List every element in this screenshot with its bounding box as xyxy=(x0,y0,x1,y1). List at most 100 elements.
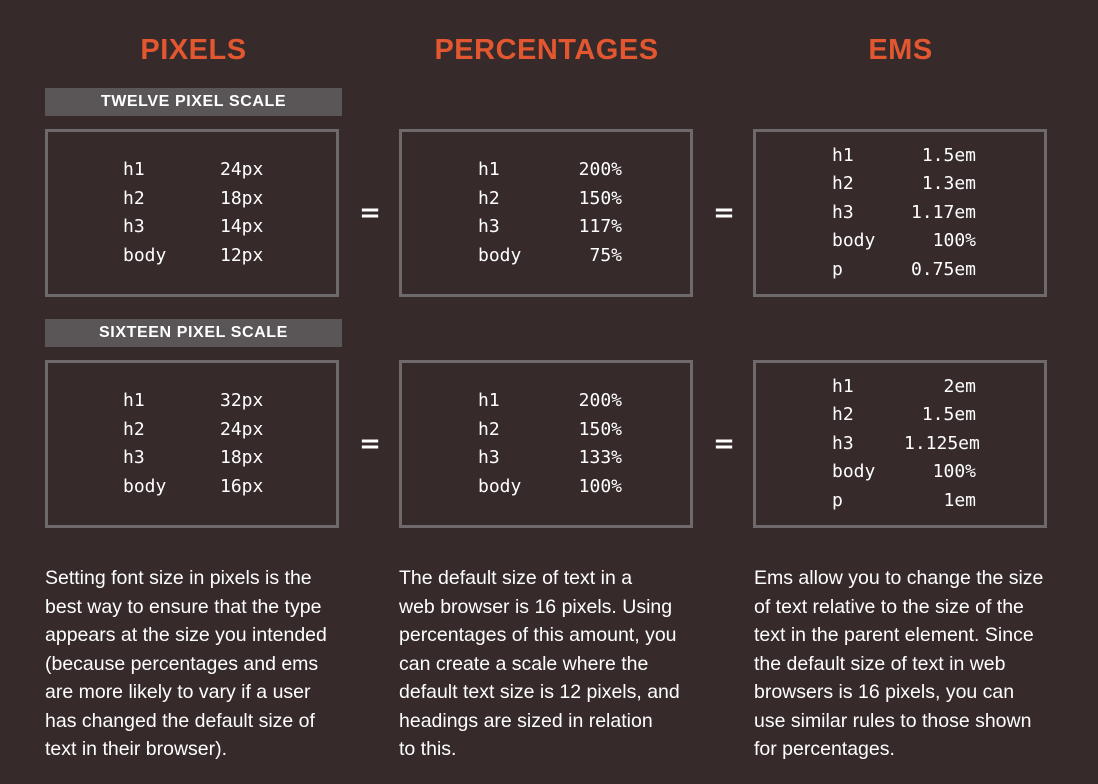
selector-name: body xyxy=(478,244,522,266)
text-line: text in the parent element. Since xyxy=(754,624,1034,646)
selector-name: p xyxy=(832,258,843,280)
selector-name: h1 xyxy=(478,159,500,180)
text-line: has changed the default size of xyxy=(45,709,315,732)
size-value: 18px xyxy=(220,447,264,468)
sixteen-pixel-scale-label: SIXTEEN PIXEL SCALE xyxy=(45,319,342,347)
sixteen-ems-list: h1 2em h2 1.5em h3 1.125em body 100% p 1em xyxy=(832,363,980,525)
selector-name: p xyxy=(832,489,843,511)
sixteen-percentages-list: h1 200% h2 150% h3 133% body 100% xyxy=(478,363,622,525)
twelve-pixels-list: h1 24px h2 18px h3 14px body 12px xyxy=(123,132,263,294)
selector-name: h3 xyxy=(832,201,854,223)
selector-name: body xyxy=(478,475,522,497)
text-line: headings are sized in relation xyxy=(399,709,653,732)
selector-name: h3 xyxy=(123,447,145,468)
text-line: for percentages. xyxy=(754,738,895,760)
selector-name: body xyxy=(832,461,876,483)
selector-name: h2 xyxy=(832,173,854,195)
pixels-description: Setting font size in pixels is the best … xyxy=(45,564,350,764)
size-value: 1.5em xyxy=(921,404,976,426)
size-value: 75% xyxy=(589,244,622,266)
sixteen-percentages-box: h1 200% h2 150% h3 133% body 100% xyxy=(399,360,693,528)
selector-name: h1 xyxy=(123,390,145,411)
size-value: 117% xyxy=(578,216,622,237)
selector-name: h3 xyxy=(123,216,145,237)
selector-name: h1 xyxy=(832,375,854,397)
twelve-ems-list: h1 1.5em h2 1.3em h3 1.17em body 100% p 0.75e… xyxy=(832,132,976,294)
table-row: body 100% xyxy=(832,458,976,487)
text-line: use similar rules to those shown xyxy=(754,709,1032,732)
table-row: h1 32px xyxy=(123,387,263,416)
text-line: text in their browser). xyxy=(45,738,228,760)
size-value: 100% xyxy=(932,230,976,252)
pixels-heading: PIXELS xyxy=(140,34,247,66)
size-value: 24px xyxy=(220,418,264,440)
percentages-description: The default size of text in a web browse… xyxy=(399,564,704,764)
size-value: 1.17em xyxy=(910,201,976,223)
text-line: Setting font size in pixels is the xyxy=(45,567,312,589)
table-row: h3 14px xyxy=(123,213,263,242)
text-line: of text relative to the size of the xyxy=(754,595,1024,618)
size-value: 2em xyxy=(943,375,976,397)
table-row: h1 200% xyxy=(478,156,622,185)
table-row: body 75% xyxy=(478,242,622,271)
text-line: default text size is 12 pixels, and xyxy=(399,681,680,703)
selector-name: h1 xyxy=(478,390,500,411)
size-value: 200% xyxy=(578,390,622,411)
table-row: p 0.75em xyxy=(832,256,976,285)
size-value: 150% xyxy=(578,418,622,440)
ems-heading: EMS xyxy=(868,34,933,66)
selector-name: h2 xyxy=(478,187,500,209)
size-value: 16px xyxy=(220,475,264,497)
size-value: 24px xyxy=(220,159,264,180)
table-row: h2 1.5em xyxy=(832,401,976,430)
table-row: p 1em xyxy=(832,487,976,516)
table-row: h2 150% xyxy=(478,185,622,214)
twelve-percentages-list: h1 200% h2 150% h3 117% body 75% xyxy=(478,132,622,294)
table-row: h3 117% xyxy=(478,213,622,242)
selector-name: h1 xyxy=(832,144,854,166)
table-row: h1 1.5em xyxy=(832,142,976,171)
selector-name: h2 xyxy=(123,418,145,440)
text-line: appears at the size you intended xyxy=(45,624,327,646)
selector-name: body xyxy=(123,244,167,266)
table-row: h2 1.3em xyxy=(832,170,976,199)
size-value: 1.125em xyxy=(904,432,980,454)
size-value: 150% xyxy=(578,187,622,209)
size-value: 200% xyxy=(578,159,622,180)
table-row: h1 200% xyxy=(478,387,622,416)
table-row: h1 2em xyxy=(832,373,976,402)
selector-name: h2 xyxy=(832,404,854,426)
size-value: 32px xyxy=(220,390,264,411)
twelve-percentages-box: h1 200% h2 150% h3 117% body 75% xyxy=(399,129,693,297)
twelve-ems-box: h1 1.5em h2 1.3em h3 1.17em body 100% p 0.75e… xyxy=(753,129,1047,297)
sixteen-pixels-box: h1 32px h2 24px h3 18px body 16px xyxy=(45,360,339,528)
size-value: 1.5em xyxy=(921,144,976,166)
table-row: h3 133% xyxy=(478,444,622,473)
sixteen-ems-box: h1 2em h2 1.5em h3 1.125em body 100% p 1em xyxy=(753,360,1047,528)
sixteen-pixels-list: h1 32px h2 24px h3 18px body 16px xyxy=(123,363,263,525)
size-value: 133% xyxy=(578,447,622,468)
selector-name: h3 xyxy=(478,216,500,237)
text-line: the default size of text in web xyxy=(754,652,1006,675)
size-value: 14px xyxy=(220,216,264,237)
table-row: h2 150% xyxy=(478,416,622,445)
size-value: 0.75em xyxy=(910,258,976,280)
twelve-pixel-scale-label: TWELVE PIXEL SCALE xyxy=(45,88,342,116)
text-line: best way to ensure that the type xyxy=(45,595,322,618)
selector-name: h3 xyxy=(478,447,500,468)
selector-name: h2 xyxy=(478,418,500,440)
selector-name: h3 xyxy=(832,432,854,454)
size-value: 12px xyxy=(220,244,264,266)
text-line: The default size of text in a xyxy=(399,567,633,589)
table-row: body 100% xyxy=(832,227,976,256)
equals-sign: = xyxy=(713,429,735,459)
percentages-heading: PERCENTAGES xyxy=(434,34,659,66)
text-line: browsers is 16 pixels, you can xyxy=(754,681,1015,703)
text-line: Ems allow you to change the size xyxy=(754,567,1044,589)
text-line: web browser is 16 pixels. Using xyxy=(399,595,673,618)
table-row: h3 1.125em xyxy=(832,430,980,459)
selector-name: body xyxy=(832,230,876,252)
ems-description: Ems allow you to change the size of text… xyxy=(754,564,1059,764)
size-value: 100% xyxy=(932,461,976,483)
text-line: are more likely to vary if a user xyxy=(45,681,311,703)
